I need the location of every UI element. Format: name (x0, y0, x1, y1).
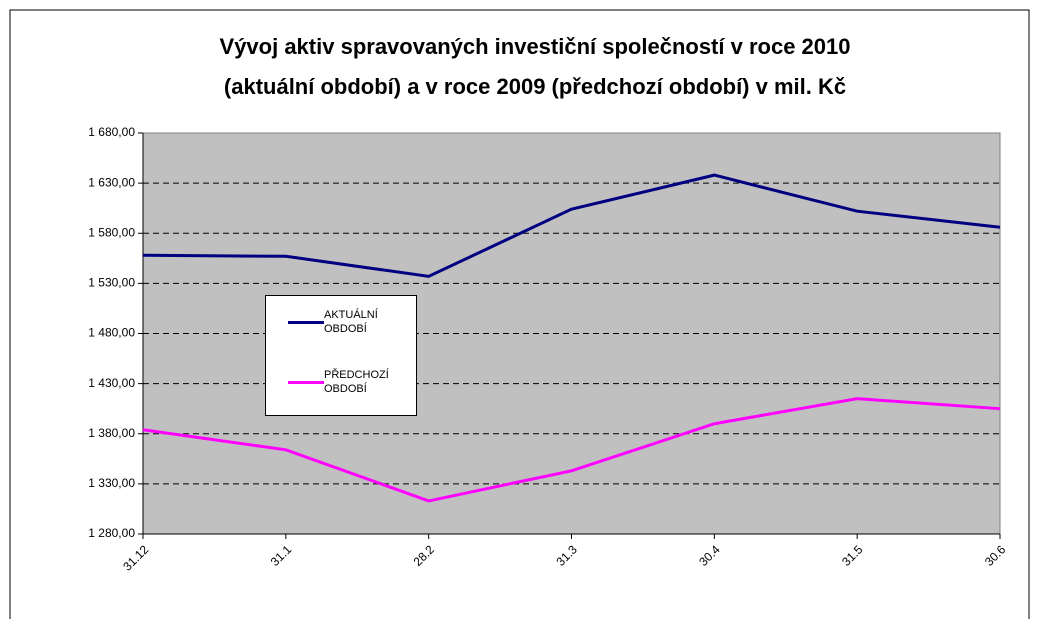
y-tick-label: 1 480,00 (88, 326, 135, 340)
x-tick-label: 30.6 (982, 542, 1009, 569)
legend-label: AKTUÁLNÍ OBDOBÍ (324, 309, 378, 335)
chart-title: Vývoj aktiv spravovaných investiční spol… (220, 34, 851, 59)
x-tick-label: 30.4 (696, 542, 723, 569)
y-tick-label: 1 630,00 (88, 175, 135, 189)
legend-item: PŘEDCHOZÍ OBDOBÍ (288, 368, 394, 396)
series-line (142, 397, 1001, 503)
x-tick-label: 31.5 (839, 542, 866, 569)
legend-swatch (288, 380, 324, 384)
legend: AKTUÁLNÍ OBDOBÍ PŘEDCHOZÍ OBDOBÍ (265, 295, 417, 416)
chart-title: (aktuální období) a v roce 2009 (předcho… (224, 74, 846, 99)
x-tick-label: 28.2 (411, 542, 438, 569)
y-tick-label: 1 280,00 (88, 526, 135, 540)
x-tick-label: 31.12 (120, 542, 151, 573)
legend-label: PŘEDCHOZÍ OBDOBÍ (324, 369, 389, 395)
x-tick-label: 31.3 (553, 542, 580, 569)
y-tick-label: 1 380,00 (88, 426, 135, 440)
y-tick-label: 1 680,00 (88, 125, 135, 139)
x-tick-label: 31.1 (268, 542, 295, 569)
y-tick-label: 1 580,00 (88, 225, 135, 239)
y-tick-label: 1 430,00 (88, 376, 135, 390)
legend-item: AKTUÁLNÍ OBDOBÍ (288, 308, 394, 336)
legend-swatch (288, 320, 324, 324)
y-tick-label: 1 330,00 (88, 476, 135, 490)
chart-border (9, 9, 1030, 624)
y-tick-label: 1 530,00 (88, 276, 135, 290)
series-line (142, 173, 1001, 278)
